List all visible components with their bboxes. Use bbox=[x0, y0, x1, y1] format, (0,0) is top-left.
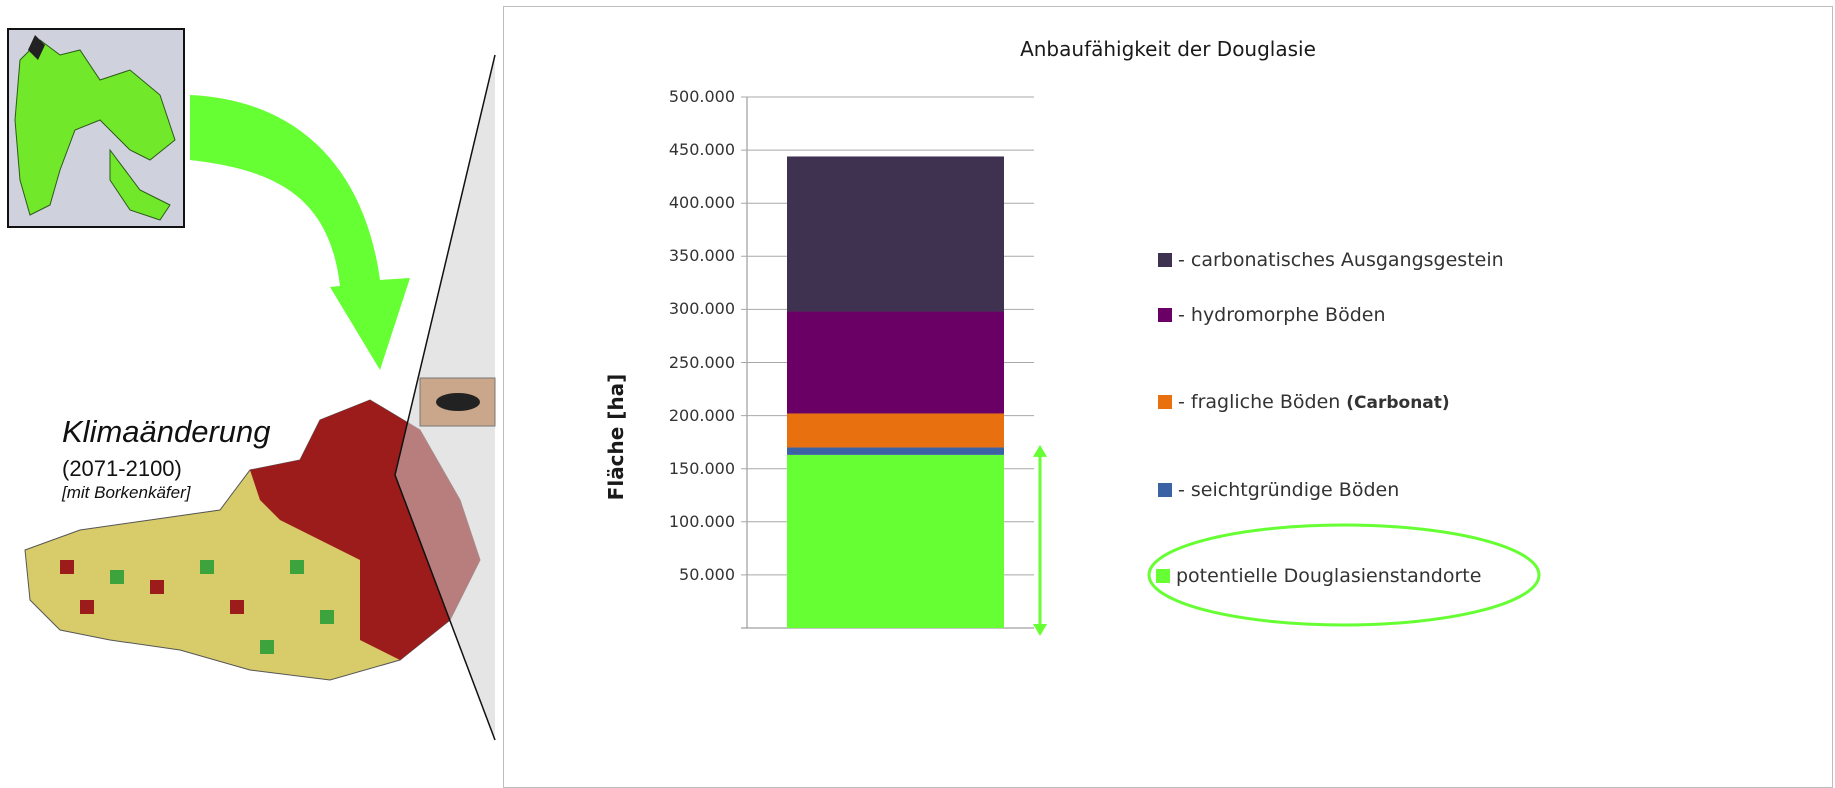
highlight-ellipse bbox=[1147, 523, 1541, 627]
legend-label-suffix: (Carbonat) bbox=[1340, 393, 1450, 413]
legend-item: potentielle Douglasienstandorte bbox=[1156, 565, 1481, 587]
legend-swatch bbox=[1158, 253, 1172, 267]
klima-heading: Klimaänderung bbox=[62, 414, 271, 449]
legend-label: potentielle Douglasienstandorte bbox=[1176, 565, 1482, 587]
klima-period: (2071-2100) bbox=[62, 456, 182, 481]
plot-area bbox=[741, 96, 1541, 636]
y-tick-label: 350.000 bbox=[668, 246, 735, 266]
bar-segment-3 bbox=[787, 413, 1004, 448]
legend-item: - carbonatisches Ausgangsgestein bbox=[1158, 249, 1504, 271]
bar-segment-5 bbox=[787, 156, 1004, 312]
north-america-range-map bbox=[7, 28, 185, 228]
legend-swatch bbox=[1158, 308, 1172, 322]
y-tick-label: 50.000 bbox=[679, 564, 735, 584]
klima-note: [mit Borkenkäfer] bbox=[62, 483, 191, 502]
y-tick-label: 400.000 bbox=[668, 193, 735, 213]
bar-segment-1 bbox=[787, 454, 1004, 628]
zoom-wedge bbox=[394, 54, 496, 741]
legend-swatch bbox=[1156, 569, 1170, 583]
left-illustration bbox=[7, 28, 496, 741]
y-tick-label: 300.000 bbox=[668, 299, 735, 319]
bar-segment-2 bbox=[787, 447, 1004, 455]
legend-swatch bbox=[1158, 483, 1172, 497]
y-tick-label: 450.000 bbox=[668, 140, 735, 160]
austria-map bbox=[24, 399, 481, 681]
legend-label: - seichtgründige Böden bbox=[1178, 479, 1400, 501]
y-tick-label: 200.000 bbox=[668, 405, 735, 425]
legend-item: - fragliche Böden (Carbonat) bbox=[1158, 391, 1450, 413]
y-tick-label: 500.000 bbox=[668, 87, 735, 106]
y-tick-label: 100.000 bbox=[668, 511, 735, 531]
legend-item: - hydromorphe Böden bbox=[1158, 304, 1386, 326]
legend-label: - carbonatisches Ausgangsgestein bbox=[1178, 249, 1504, 271]
chart-title: Anbaufähigkeit der Douglasie bbox=[1020, 37, 1316, 61]
chart-panel: Anbaufähigkeit der Douglasie Fläche [ha]… bbox=[503, 6, 1833, 788]
legend-label: - hydromorphe Böden bbox=[1178, 304, 1386, 326]
y-tick-label: 250.000 bbox=[668, 352, 735, 372]
potential-range-arrow bbox=[1033, 444, 1047, 636]
transfer-arrow bbox=[190, 95, 410, 370]
legend-label: - fragliche Böden bbox=[1178, 391, 1341, 413]
legend-item: - seichtgründige Böden bbox=[1158, 479, 1399, 501]
legend-swatch bbox=[1158, 395, 1172, 409]
bar-segment-4 bbox=[787, 311, 1004, 414]
y-tick-label: 150.000 bbox=[668, 458, 735, 478]
